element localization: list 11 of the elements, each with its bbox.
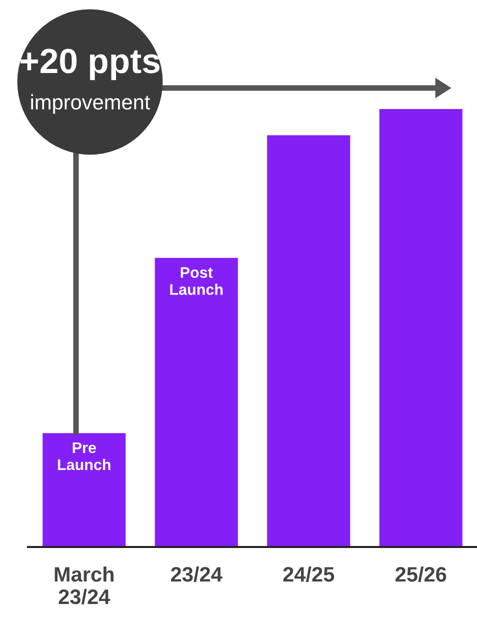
x-tick-label: 24/25 (283, 566, 334, 582)
annotation: +20 ppts improvement (20, 48, 160, 114)
x-tick-label: 23/24 (171, 566, 222, 582)
bar (42, 433, 126, 547)
annotation: Post Launch (170, 267, 223, 295)
annotation: Pre Launch (58, 442, 110, 470)
x-tick-label: 25/26 (396, 566, 446, 582)
x-tick-label: March 23/24 (54, 566, 114, 604)
bar (267, 135, 350, 547)
bar (379, 109, 462, 547)
bar (154, 258, 238, 547)
